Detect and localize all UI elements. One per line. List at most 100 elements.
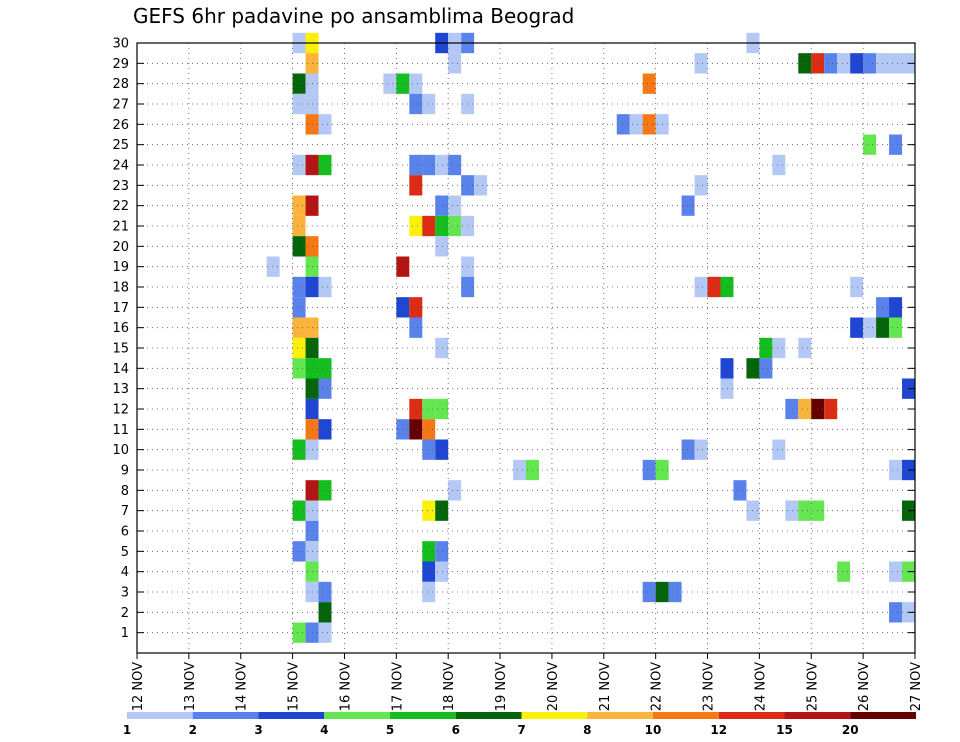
y-tick-label: 1 (121, 626, 129, 641)
heatmap-cell (409, 154, 423, 176)
heatmap-cell (292, 358, 306, 379)
colorbar-label: 5 (386, 723, 394, 737)
heatmap-cell (292, 439, 306, 460)
colorbar-swatch (390, 712, 456, 719)
heatmap-cell (318, 581, 332, 603)
heatmap-cell (798, 53, 812, 74)
y-tick-label: 11 (112, 423, 129, 438)
heatmap-cell (720, 378, 734, 399)
heatmap-cell (422, 561, 436, 582)
heatmap-cell (707, 276, 721, 298)
heatmap-cell (318, 622, 332, 643)
y-tick-label: 17 (112, 301, 129, 316)
colorbar-label: 20 (842, 723, 859, 737)
y-tick-label: 12 (112, 403, 129, 418)
colorbar-swatch (192, 712, 259, 719)
heatmap-cell (292, 317, 306, 338)
heatmap-cell (422, 500, 436, 521)
x-tick-label: 17 NOV (390, 662, 405, 711)
colorbar-label: 4 (320, 723, 328, 737)
heatmap-cell (409, 317, 423, 338)
heatmap-cell (409, 297, 423, 318)
heatmap-cell (681, 195, 695, 216)
heatmap-cell (435, 500, 449, 521)
y-tick-label: 16 (112, 321, 129, 336)
heatmap-cell (318, 114, 332, 135)
heatmap-cell (435, 236, 449, 257)
colorbar-label: 6 (452, 723, 460, 737)
heatmap-cell (435, 541, 449, 562)
x-tick-label: 18 NOV (442, 662, 457, 711)
y-tick-label: 30 (112, 37, 129, 52)
y-tick-label: 3 (121, 586, 129, 601)
heatmap-cell (448, 480, 462, 501)
heatmap-cell (642, 114, 656, 135)
heatmap-cell (435, 398, 449, 420)
heatmap-cell (448, 154, 462, 176)
x-tick-label: 26 NOV (857, 662, 872, 711)
y-tick-label: 23 (112, 179, 129, 194)
y-tick-label: 22 (112, 199, 129, 214)
heatmap-cell (318, 358, 332, 379)
heatmap-cell (422, 541, 436, 562)
colorbar-label: 8 (583, 723, 591, 737)
x-tick-label: 16 NOV (338, 662, 353, 711)
heatmap-cell (837, 53, 851, 74)
heatmap-cell (422, 581, 436, 603)
x-tick-label: 22 NOV (650, 662, 665, 711)
colorbar-label: 2 (189, 723, 197, 737)
x-tick-label: 25 NOV (805, 662, 820, 711)
heatmap-cell (837, 561, 851, 582)
colorbar-label: 10 (645, 723, 662, 737)
heatmap-cell (759, 337, 773, 359)
heatmap-cell (435, 337, 449, 359)
y-tick-label: 9 (121, 464, 129, 479)
heatmap-cell (318, 154, 332, 176)
grid-lines (137, 42, 915, 653)
y-tick-label: 2 (121, 606, 129, 621)
heatmap-cell (798, 398, 812, 420)
y-tick-label: 10 (112, 443, 129, 458)
heatmap-cell (318, 419, 332, 440)
heatmap-cell (292, 215, 306, 237)
heatmap-cell (474, 175, 488, 196)
heatmap-cell (266, 256, 280, 277)
y-tick-label: 27 (112, 98, 129, 113)
heatmap-cell (720, 358, 734, 379)
y-tick-label: 21 (112, 220, 129, 235)
heatmap-cell (435, 195, 449, 216)
heatmap-cell (759, 358, 773, 379)
heatmap-cell (422, 439, 436, 460)
x-tick-label: 24 NOV (753, 662, 768, 711)
heatmap-cell (409, 175, 423, 196)
heatmap-cell (616, 114, 630, 135)
colorbar-swatch (587, 712, 653, 719)
heatmap-cell (850, 53, 864, 74)
x-tick-label: 12 NOV (131, 662, 146, 711)
heatmap-cell (694, 276, 708, 298)
colorbar-swatch (324, 712, 390, 719)
heatmap-cell (292, 622, 306, 643)
heatmap-cell (292, 337, 306, 359)
heatmap-cell (318, 480, 332, 501)
heatmap-cell (694, 175, 708, 196)
heatmap-cell (435, 154, 449, 176)
heatmap-cell (292, 93, 306, 115)
x-axis: 12 NOV 13 NOV 14 NOV 15 NOV 16 NOV 17 NOV 18 N… (131, 653, 924, 711)
colorbar-swatch (653, 712, 719, 719)
y-tick-label: 14 (112, 362, 129, 377)
heatmap-cell (292, 154, 306, 176)
x-tick-label: 14 NOV (235, 662, 250, 711)
colorbar-label: 7 (517, 723, 525, 737)
heatmap-cells (266, 32, 915, 643)
heatmap-cell (681, 439, 695, 460)
y-tick-label: 6 (121, 525, 129, 540)
heatmap-cell (422, 419, 436, 440)
heatmap-cell (785, 500, 799, 521)
heatmap-cell (292, 276, 306, 298)
y-axis: 1234567891011121314151617181920212223242… (112, 37, 915, 641)
heatmap-cell (448, 215, 462, 237)
heatmap-cell (889, 53, 903, 74)
heatmap-cell (409, 73, 423, 94)
heatmap-cell (422, 398, 436, 420)
